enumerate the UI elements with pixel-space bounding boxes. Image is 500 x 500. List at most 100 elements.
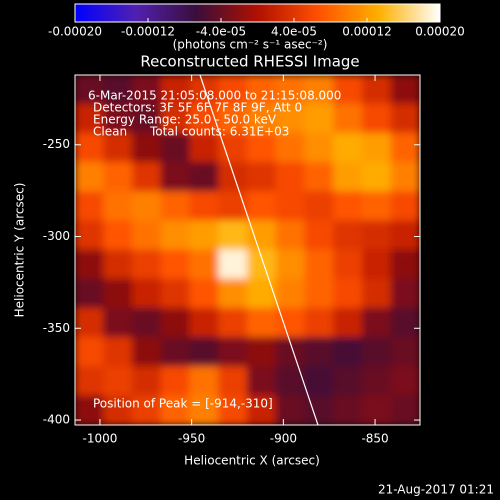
heatmap-cell (275, 395, 306, 425)
heatmap-cell (189, 162, 220, 193)
heatmap-cell (132, 307, 162, 338)
heatmap-cell (362, 162, 392, 193)
heatmap-cell (362, 249, 392, 280)
heatmap-cell (103, 132, 133, 163)
colorbar-tick-label: 0.00012 (342, 25, 392, 39)
heatmap-cell (103, 337, 133, 368)
heatmap-cell (132, 337, 162, 368)
heatmap-cell (390, 132, 420, 163)
heatmap-cell (390, 103, 420, 134)
heatmap-cell (132, 395, 162, 425)
heatmap-cell (333, 337, 363, 368)
heatmap-cell (218, 278, 248, 309)
colorbar (74, 3, 441, 23)
heatmap-cell (75, 162, 105, 193)
heatmap-cell (247, 337, 277, 368)
heatmap-cell (390, 366, 420, 397)
heatmap-cell (304, 337, 335, 368)
heatmap-cell (304, 278, 335, 309)
heatmap-cell (362, 307, 392, 338)
heatmap-cell (103, 191, 133, 222)
heatmap-cell (247, 249, 277, 280)
annotation: 6-Mar-2015 21:05:08.000 to 21:15:08.000 (88, 89, 341, 103)
heatmap-cell (132, 132, 162, 163)
heatmap-cell (247, 191, 277, 222)
heatmap-cell (189, 307, 220, 338)
heatmap-cell (333, 162, 363, 193)
heatmap-cell (189, 191, 220, 222)
heatmap-cell (275, 220, 306, 251)
annotation: Detectors: 3F 5F 6F 7F 8F 9F, Att 0 (93, 101, 302, 115)
colorbar-tick-label: -0.00012 (121, 25, 175, 39)
heatmap-cell (362, 366, 392, 397)
heatmap-cell (275, 103, 306, 134)
heatmap-cell (189, 366, 220, 397)
heatmap-cell (218, 366, 248, 397)
heatmap-cell (247, 103, 277, 134)
annotation: Clean Total counts: 6.31E+03 (93, 125, 289, 139)
heatmap-cell (275, 191, 306, 222)
heatmap-cell (390, 191, 420, 222)
colorbar-label: (photons cm⁻² s⁻¹ asec⁻²) (173, 38, 328, 52)
heatmap-cell (275, 162, 306, 193)
heatmap-cell (189, 249, 220, 280)
heatmap-cell (333, 191, 363, 222)
y-tick-label: -250 (43, 137, 70, 151)
heatmap-cell (362, 75, 392, 105)
heatmap-cell (362, 191, 392, 222)
heatmap-cell (218, 307, 248, 338)
heatmap-cell (362, 103, 392, 134)
heatmap-cell (103, 366, 133, 397)
colorbar-tick-label: -4.0e-05 (196, 25, 246, 39)
heatmap-cell (75, 220, 105, 251)
heatmap-cell (218, 162, 248, 193)
heatmap-cell (132, 366, 162, 397)
heatmap-cell (103, 162, 133, 193)
heatmap-cell (304, 249, 335, 280)
heatmap-cell (362, 132, 392, 163)
heatmap-cell (103, 395, 133, 425)
heatmap-cell (218, 75, 248, 105)
heatmap-cell (247, 75, 277, 105)
heatmap-cell (247, 278, 277, 309)
heatmap-cell (75, 307, 105, 338)
heatmap-cell (275, 75, 306, 105)
heatmap-cell (160, 307, 191, 338)
heatmap-cell (275, 366, 306, 397)
colorbar-tick-label: 0.00020 (415, 25, 465, 39)
heatmap-cell (189, 220, 220, 251)
heatmap-cell (333, 249, 363, 280)
peak-label: Position of Peak = [-914,-310] (93, 397, 273, 411)
heatmap-cell (218, 191, 248, 222)
heatmap-cell (103, 220, 133, 251)
heatmap-cell (132, 162, 162, 193)
y-tick-label: -300 (43, 229, 70, 243)
heatmap-cell (132, 103, 162, 134)
heatmap-cell (333, 75, 363, 105)
heatmap-cell (103, 249, 133, 280)
heatmap-cell (75, 366, 105, 397)
heatmap-cell (275, 249, 306, 280)
heatmap-cells (75, 75, 420, 425)
heatmap-cell (160, 249, 191, 280)
heatmap-cell (189, 132, 220, 163)
heatmap-cell (390, 249, 420, 280)
heatmap (75, 75, 420, 425)
heatmap-cell (132, 278, 162, 309)
heatmap-cell (75, 103, 105, 134)
heatmap-cell (160, 220, 191, 251)
heatmap-cell (247, 395, 277, 425)
x-tick-label: -1000 (83, 432, 118, 446)
heatmap-cell (275, 132, 306, 163)
heatmap-cell (247, 162, 277, 193)
heatmap-cell (304, 366, 335, 397)
heatmap-cell (304, 191, 335, 222)
heatmap-cell (189, 395, 220, 425)
heatmap-cell (75, 132, 105, 163)
heatmap-cell (333, 103, 363, 134)
heatmap-cell (160, 395, 191, 425)
y-axis-label: Heliocentric Y (arcsec) (13, 183, 27, 318)
heatmap-cell (160, 162, 191, 193)
heatmap-cell (218, 249, 248, 280)
